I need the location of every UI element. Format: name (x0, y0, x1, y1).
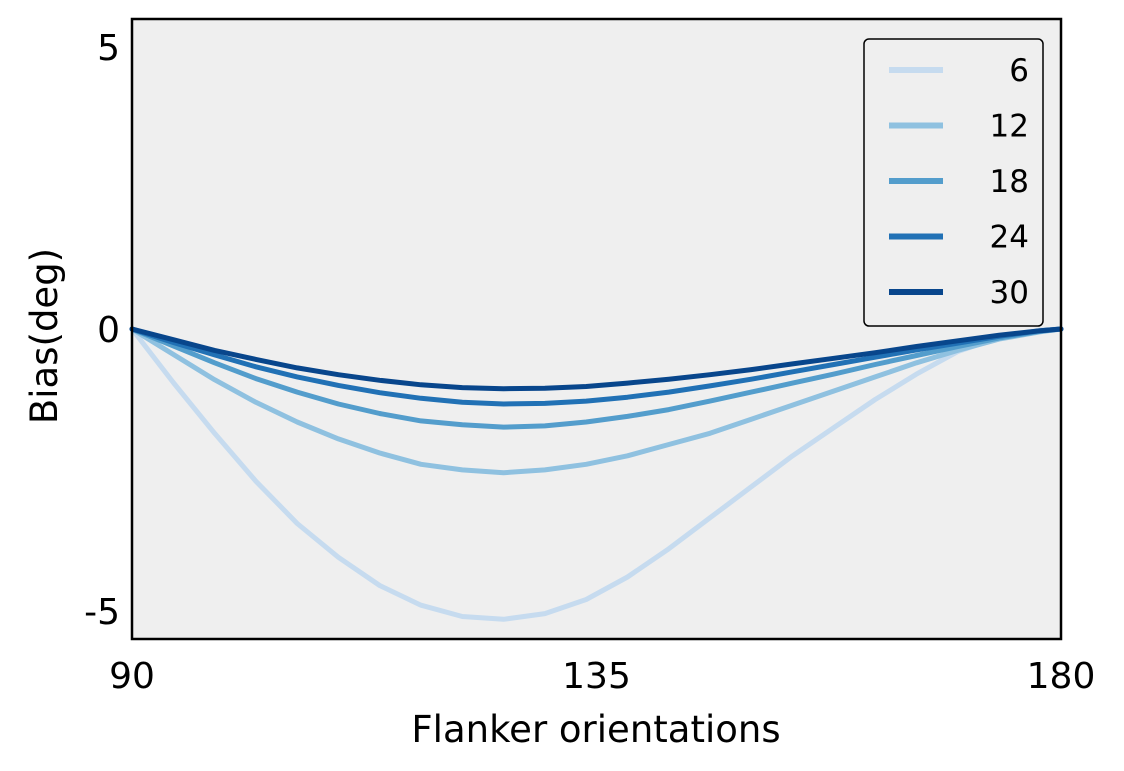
legend: 6 12 18 24 30 (863, 38, 1044, 327)
x-tick-label: 90 (109, 656, 155, 697)
series-line-12 (129, 326, 1064, 476)
y-tick-label: 5 (97, 28, 120, 69)
x-axis-label: Flanker orientations (411, 708, 780, 751)
series-line-30 (129, 326, 1064, 392)
legend-label-30: 30 (990, 275, 1029, 311)
series-layer (129, 326, 1064, 622)
y-axis-label: Bias(deg) (23, 248, 66, 424)
x-tick-label: 180 (1027, 656, 1096, 697)
x-tick-label: 135 (562, 656, 631, 697)
series-line-6 (129, 326, 1064, 622)
x-ticks: 90 135 180 (109, 656, 1095, 697)
y-ticks: 5 0 -5 (84, 28, 120, 633)
y-tick-label: 0 (97, 310, 120, 351)
series-line-24 (129, 326, 1064, 407)
series-line-18 (129, 326, 1064, 430)
legend-label-18: 18 (990, 164, 1029, 200)
plot-frame (130, 17, 1063, 641)
legend-label-12: 12 (990, 109, 1029, 145)
legend-label-24: 24 (990, 220, 1029, 256)
legend-box (863, 38, 1044, 327)
y-tick-label: -5 (84, 592, 120, 633)
legend-label-6: 6 (1009, 53, 1029, 89)
